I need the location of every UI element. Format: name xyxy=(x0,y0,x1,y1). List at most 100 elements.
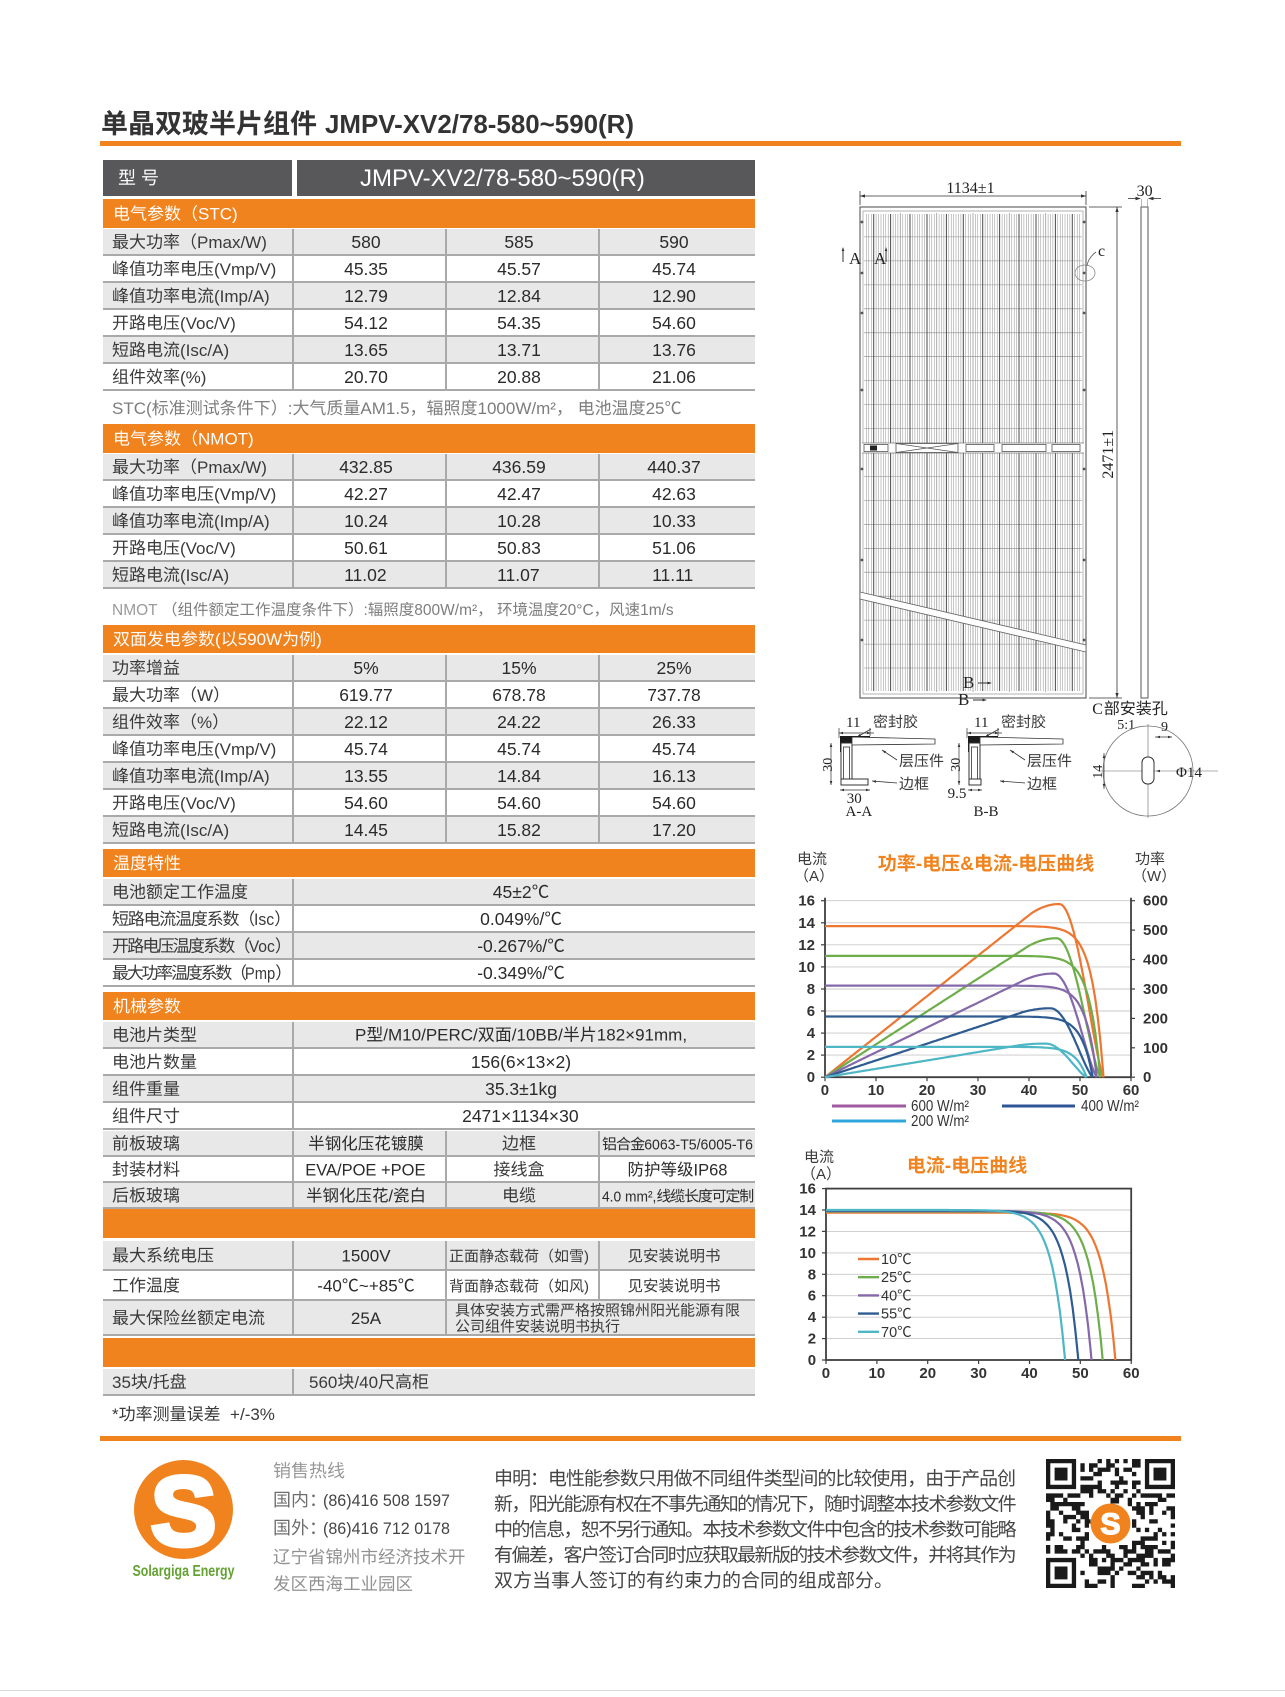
svg-text:(Imp/A): (Imp/A) xyxy=(214,512,270,531)
svg-text:S: S xyxy=(1100,1508,1120,1541)
svg-text:25%: 25% xyxy=(657,658,692,678)
svg-text:): ) xyxy=(584,1248,589,1265)
svg-text:0: 0 xyxy=(807,1069,815,1086)
svg-text:13.76: 13.76 xyxy=(652,340,696,360)
svg-text:30: 30 xyxy=(1137,183,1153,200)
svg-text:55: 55 xyxy=(881,1307,897,1323)
svg-text:20: 20 xyxy=(919,1365,936,1382)
svg-text:STC(: STC( xyxy=(112,399,152,418)
svg-text:200: 200 xyxy=(1143,1010,1168,1027)
svg-text:(Voc/V): (Voc/V) xyxy=(180,539,236,558)
svg-text:): ) xyxy=(316,630,322,649)
svg-text:400 W/m²: 400 W/m² xyxy=(1081,1098,1139,1115)
svg-text:W: W xyxy=(197,686,213,705)
svg-text:W: W xyxy=(1147,868,1162,885)
svg-text:560: 560 xyxy=(309,1373,337,1392)
svg-text:Solargiga Energy: Solargiga Energy xyxy=(133,1563,235,1580)
svg-text:(%): (%) xyxy=(180,368,206,387)
svg-text:-40: -40 xyxy=(317,1276,342,1295)
svg-text:11.11: 11.11 xyxy=(652,565,693,585)
svg-text:619.77: 619.77 xyxy=(339,685,393,705)
svg-text:11.07: 11.07 xyxy=(497,565,539,585)
svg-text:25: 25 xyxy=(646,399,665,418)
svg-text:0.049%/: 0.049%/ xyxy=(480,909,544,929)
svg-text:12.79: 12.79 xyxy=(344,286,388,306)
svg-text:600: 600 xyxy=(1143,893,1168,910)
svg-text:-: - xyxy=(945,1156,951,1177)
svg-text:42.47: 42.47 xyxy=(497,484,541,504)
svg-text:(Voc/V): (Voc/V) xyxy=(180,794,236,813)
svg-text:9: 9 xyxy=(1161,720,1168,735)
svg-text:(Imp/A): (Imp/A) xyxy=(214,767,270,786)
svg-text:12.90: 12.90 xyxy=(652,286,696,306)
svg-text:10: 10 xyxy=(798,959,815,976)
svg-text:0: 0 xyxy=(821,1082,829,1099)
svg-text:B-B: B-B xyxy=(974,804,999,820)
svg-text:A: A xyxy=(809,868,819,885)
svg-text:9.5: 9.5 xyxy=(948,786,967,802)
svg-text:30: 30 xyxy=(821,758,836,772)
svg-text:51.06: 51.06 xyxy=(652,538,696,558)
svg-text:30: 30 xyxy=(949,758,964,772)
svg-text:Φ14: Φ14 xyxy=(1176,765,1202,781)
svg-text:B: B xyxy=(958,690,969,709)
svg-text:35.3±1kg: 35.3±1kg xyxy=(485,1079,557,1099)
svg-text:800W/m²: 800W/m² xyxy=(414,602,477,619)
svg-text:(Isc/A): (Isc/A) xyxy=(180,821,229,840)
svg-text:590W: 590W xyxy=(238,630,282,649)
svg-text:S: S xyxy=(151,1456,216,1566)
svg-text:10: 10 xyxy=(868,1082,885,1099)
svg-text:&: & xyxy=(960,854,974,875)
svg-text:432.85: 432.85 xyxy=(339,457,393,477)
svg-text:AM1.5: AM1.5 xyxy=(360,399,409,418)
svg-text:26.33: 26.33 xyxy=(652,712,696,732)
svg-text:0: 0 xyxy=(808,1352,816,1369)
svg-text:NMOT): NMOT) xyxy=(198,430,254,449)
svg-text:(Isc/A): (Isc/A) xyxy=(180,566,229,585)
svg-text:JMPV-XV2/78-580~590(R): JMPV-XV2/78-580~590(R) xyxy=(325,109,634,139)
svg-text:45.74: 45.74 xyxy=(344,739,388,759)
svg-text:): ) xyxy=(584,1278,589,1295)
svg-text:6063-T5/6005-T6: 6063-T5/6005-T6 xyxy=(644,1136,753,1153)
svg-text:182×91mm,: 182×91mm, xyxy=(597,1026,687,1045)
svg-text:45±2: 45±2 xyxy=(493,882,532,902)
svg-text:12: 12 xyxy=(798,937,815,954)
svg-text:1134±1: 1134±1 xyxy=(946,180,994,197)
svg-text:50.61: 50.61 xyxy=(344,538,388,558)
svg-text:600 W/m²: 600 W/m² xyxy=(911,1098,969,1115)
svg-text:54.12: 54.12 xyxy=(344,313,388,333)
svg-text:14.45: 14.45 xyxy=(344,820,388,840)
svg-text:42.63: 42.63 xyxy=(652,484,696,504)
svg-text:50.83: 50.83 xyxy=(497,538,541,558)
svg-text:c: c xyxy=(1098,243,1105,260)
svg-text:14: 14 xyxy=(799,1202,816,1219)
svg-text:70: 70 xyxy=(881,1325,897,1341)
svg-text:JMPV-XV2/78-580~590(R): JMPV-XV2/78-580~590(R) xyxy=(360,165,645,192)
svg-text:1500V: 1500V xyxy=(341,1246,391,1265)
svg-text:13.65: 13.65 xyxy=(344,340,388,360)
svg-text:10: 10 xyxy=(869,1365,886,1382)
svg-text:45.74: 45.74 xyxy=(652,739,696,759)
svg-text:156(6×13×2): 156(6×13×2) xyxy=(471,1052,571,1072)
svg-text:0: 0 xyxy=(1143,1069,1151,1086)
svg-text:10.33: 10.33 xyxy=(652,511,696,531)
svg-text:54.60: 54.60 xyxy=(652,313,696,333)
svg-text:60: 60 xyxy=(1123,1365,1140,1382)
svg-text:A-A: A-A xyxy=(846,804,873,820)
svg-text:(Isc/A): (Isc/A) xyxy=(180,341,229,360)
svg-text:(Vmp/V): (Vmp/V) xyxy=(214,740,276,759)
svg-text:590: 590 xyxy=(659,232,688,252)
svg-text::: : xyxy=(364,602,368,619)
svg-text:54.60: 54.60 xyxy=(344,793,388,813)
svg-text:11: 11 xyxy=(846,715,860,731)
svg-text:585: 585 xyxy=(504,232,533,252)
svg-text:4: 4 xyxy=(808,1309,817,1326)
svg-text:6: 6 xyxy=(807,1003,815,1020)
svg-text:8: 8 xyxy=(808,1266,816,1283)
svg-text:13.55: 13.55 xyxy=(344,766,388,786)
svg-text:(Voc/V): (Voc/V) xyxy=(180,314,236,333)
svg-text:100: 100 xyxy=(1143,1040,1168,1057)
svg-text:A: A xyxy=(874,249,887,268)
svg-text:60: 60 xyxy=(1123,1082,1140,1099)
svg-text:45.57: 45.57 xyxy=(497,259,541,279)
